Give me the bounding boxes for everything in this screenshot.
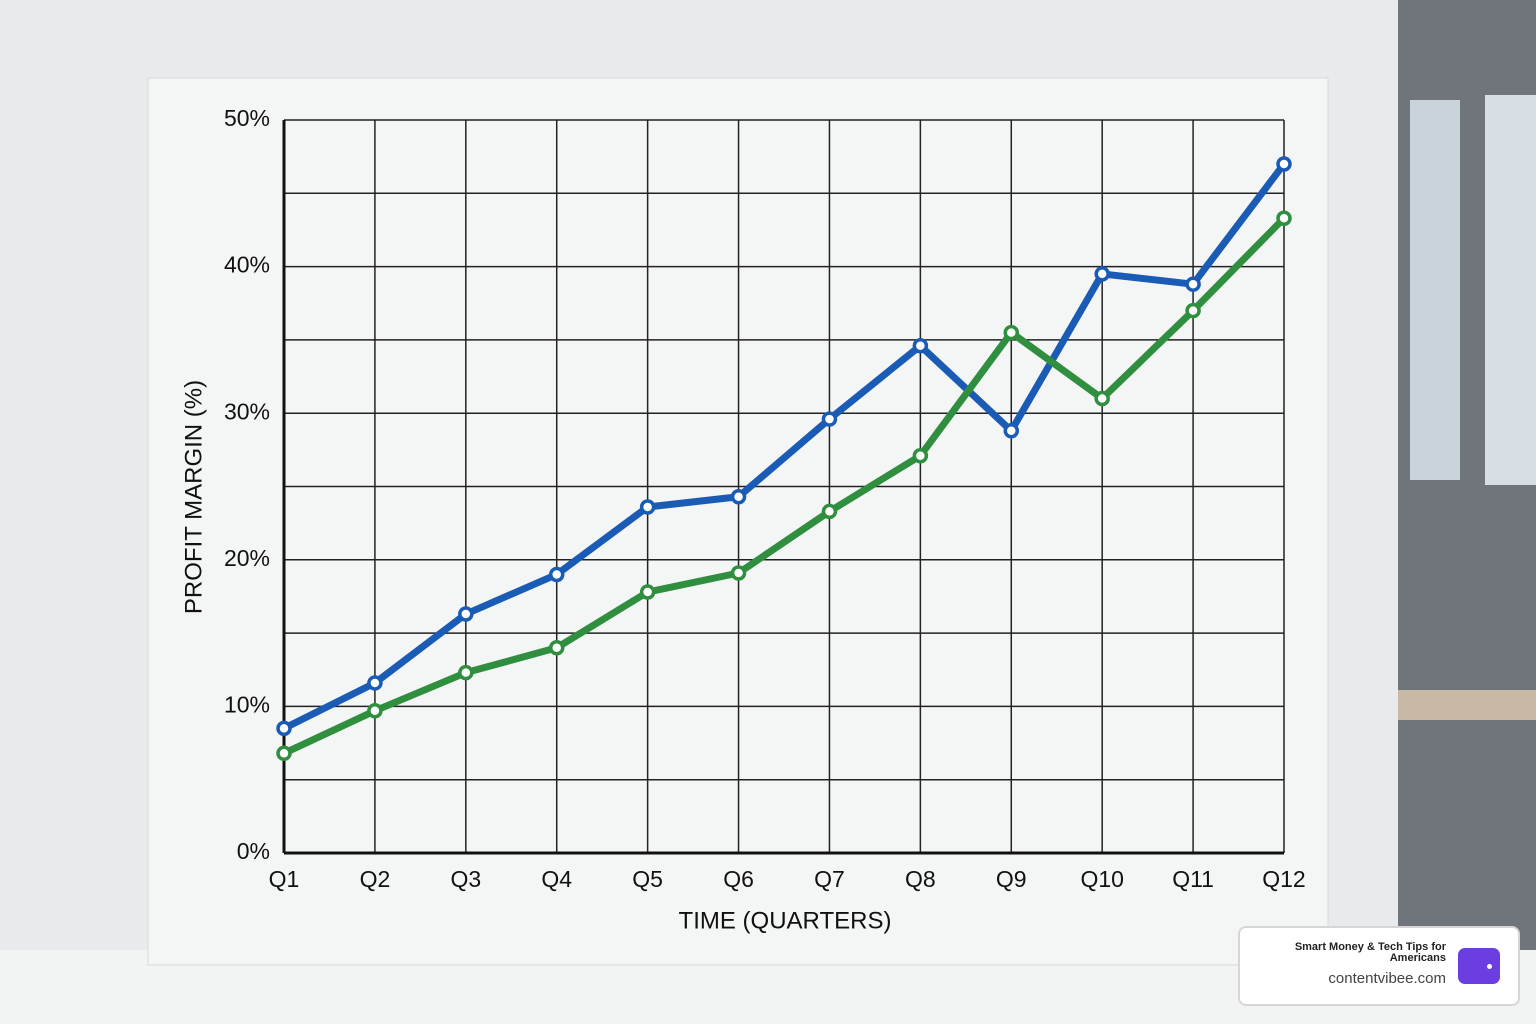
x-tick-label: Q7 — [814, 866, 845, 892]
y-tick-label: 50% — [224, 105, 270, 131]
x-tick-label: Q9 — [996, 866, 1027, 892]
data-point — [1185, 302, 1201, 319]
x-tick-label: Q12 — [1262, 866, 1305, 892]
x-tick-label: Q11 — [1172, 866, 1214, 892]
y-tick-label: 40% — [224, 252, 270, 278]
x-tick-label: Q2 — [360, 866, 391, 892]
desk — [1398, 690, 1536, 720]
badge[interactable]: Smart Money & Tech Tips for Americans co… — [1238, 926, 1520, 1006]
y-tick-label: 0% — [237, 838, 270, 864]
plot: 0% 10% 20% 30% 40% 50% Q1 Q2 Q3 Q4 Q5 Q6 Q7 Q8 Q9 Q10 Q1… — [224, 105, 1306, 892]
data-point — [821, 411, 838, 427]
x-tick-label: Q5 — [632, 866, 663, 892]
data-point — [912, 447, 929, 464]
badge-tagline: Smart Money & Tech Tips for Americans — [1294, 941, 1446, 964]
data-point — [639, 499, 656, 515]
x-tick-label: Q4 — [541, 866, 572, 892]
y-tick-label: 10% — [224, 691, 270, 717]
data-point — [1094, 390, 1110, 407]
y-tick-label: 30% — [224, 398, 270, 424]
data-point — [276, 720, 292, 737]
data-point — [276, 745, 292, 762]
x-tick-label: Q10 — [1080, 866, 1123, 892]
data-point — [639, 584, 656, 600]
data-point — [1003, 324, 1020, 341]
data-point — [912, 338, 929, 354]
series-line — [282, 161, 1287, 732]
y-tick-label: 20% — [224, 545, 270, 571]
data-point — [1276, 156, 1292, 172]
badge-site: contentvibee.com — [1328, 970, 1446, 987]
x-axis-label: TIME (QUARTERS) — [679, 907, 892, 934]
data-point — [458, 664, 474, 681]
data-point — [730, 565, 747, 581]
x-tick-label: Q6 — [723, 866, 754, 892]
window-pane — [1485, 95, 1536, 485]
data-point — [458, 606, 474, 622]
data-point — [548, 566, 565, 583]
data-point — [1185, 276, 1201, 292]
window-pane — [1410, 100, 1460, 480]
data-point — [1276, 210, 1292, 226]
x-tick-label: Q1 — [269, 866, 300, 892]
series-line — [282, 215, 1287, 757]
data-point — [367, 675, 383, 691]
data-point — [367, 703, 383, 719]
y-axis-label: PROFIT MARGIN (%) — [180, 380, 207, 614]
data-point — [548, 640, 565, 656]
x-tick-label: Q8 — [905, 866, 936, 892]
x-tick-label: Q3 — [450, 866, 481, 892]
badge-icon — [1458, 948, 1500, 984]
data-point — [821, 503, 838, 520]
data-point — [1094, 266, 1110, 282]
data-point — [730, 489, 747, 505]
data-point — [1003, 423, 1020, 439]
